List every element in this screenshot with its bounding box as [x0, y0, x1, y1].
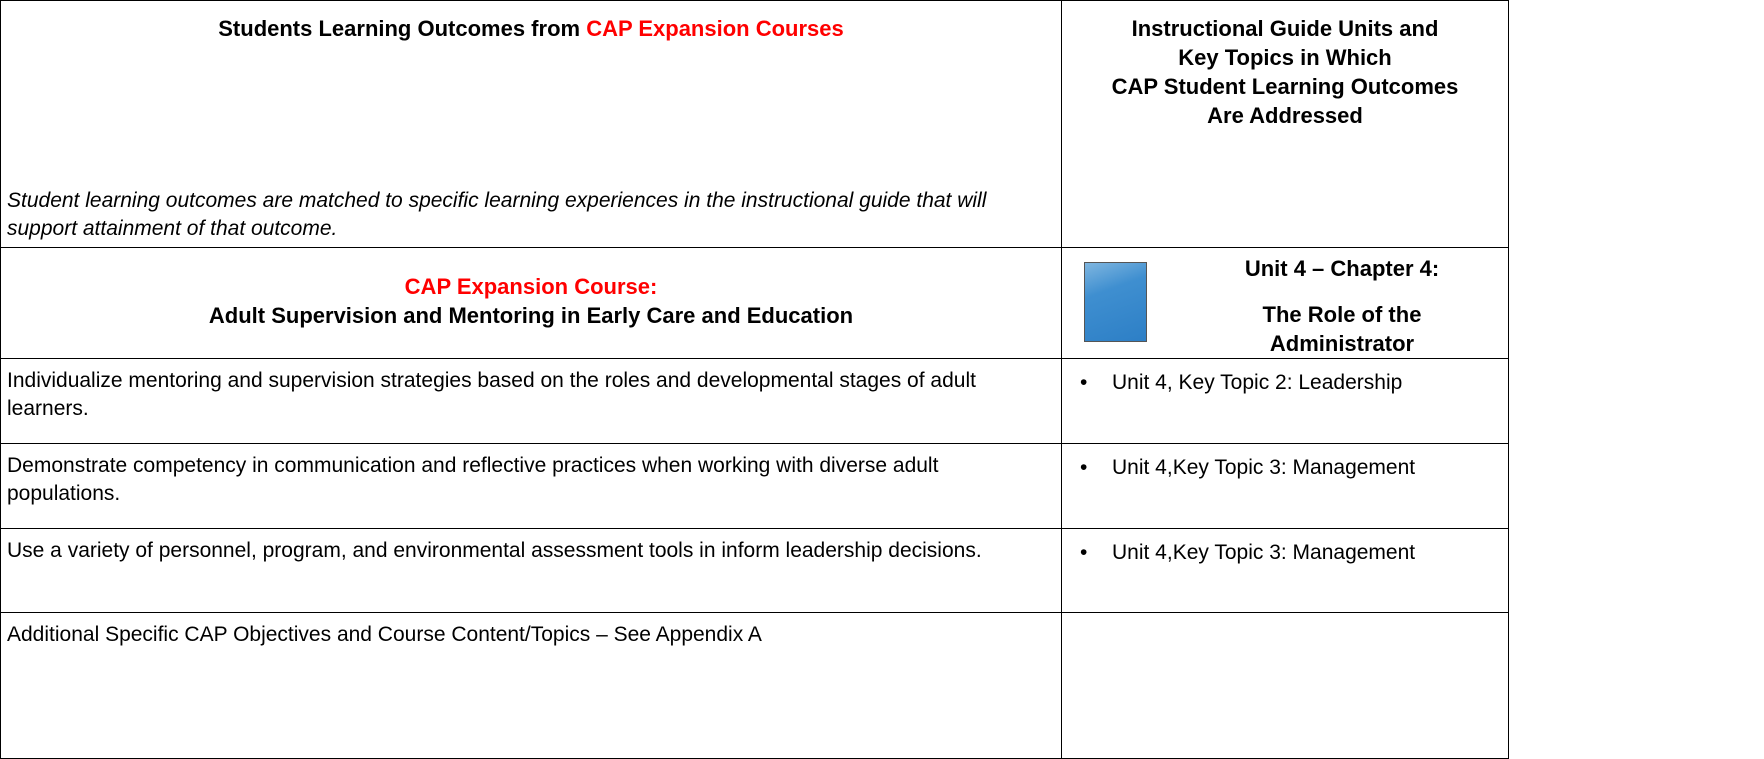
topic-cell: • Unit 4,Key Topic 3: Management — [1061, 528, 1509, 613]
bullet: • — [1080, 541, 1088, 564]
left-title: Students Learning Outcomes from CAP Expa… — [1, 14, 1061, 43]
right-title-line: Instructional Guide Units and — [1131, 16, 1439, 41]
bullet: • — [1080, 371, 1088, 394]
guide-cover-image — [1084, 262, 1147, 342]
bullet: • — [1080, 456, 1088, 479]
header-right-cell: Instructional Guide Units and Key Topics … — [1061, 0, 1509, 248]
topic-cell: • Unit 4, Key Topic 2: Leadership — [1061, 358, 1509, 444]
unit-heading: Unit 4 – Chapter 4: — [1244, 256, 1440, 281]
topic-text: Unit 4, Key Topic 2: Leadership — [1112, 371, 1403, 394]
topic-cell — [1061, 612, 1509, 759]
header-left-cell: Students Learning Outcomes from CAP Expa… — [0, 0, 1062, 248]
course-label: CAP Expansion Course: — [404, 274, 658, 299]
course-name: Adult Supervision and Mentoring in Early… — [208, 303, 854, 328]
topic-text: Unit 4,Key Topic 3: Management — [1112, 541, 1416, 564]
right-title: Instructional Guide Units and Key Topics … — [1062, 14, 1508, 130]
unit-title: The Role of the Administrator — [1262, 302, 1422, 356]
right-title-line: Key Topics in Which — [1178, 45, 1392, 70]
outcome-cell: Use a variety of personnel, program, and… — [0, 528, 1062, 613]
outcome-cell: Additional Specific CAP Objectives and C… — [0, 612, 1062, 759]
topic-cell: • Unit 4,Key Topic 3: Management — [1061, 443, 1509, 529]
title-highlight: CAP Expansion Courses — [586, 16, 844, 41]
outcome-cell: Demonstrate competency in communication … — [0, 443, 1062, 529]
title-text: Students Learning Outcomes from — [218, 16, 587, 41]
topic-text: Unit 4,Key Topic 3: Management — [1112, 456, 1416, 479]
right-title-line: Are Addressed — [1207, 103, 1363, 128]
course-cell: CAP Expansion Course: Adult Supervision … — [0, 247, 1062, 359]
left-note: Student learning outcomes are matched to… — [7, 189, 987, 240]
right-title-line: CAP Student Learning Outcomes — [1111, 74, 1459, 99]
unit-cell: Unit 4 – Chapter 4: The Role of the Admi… — [1061, 247, 1509, 359]
outcome-cell: Individualize mentoring and supervision … — [0, 358, 1062, 444]
